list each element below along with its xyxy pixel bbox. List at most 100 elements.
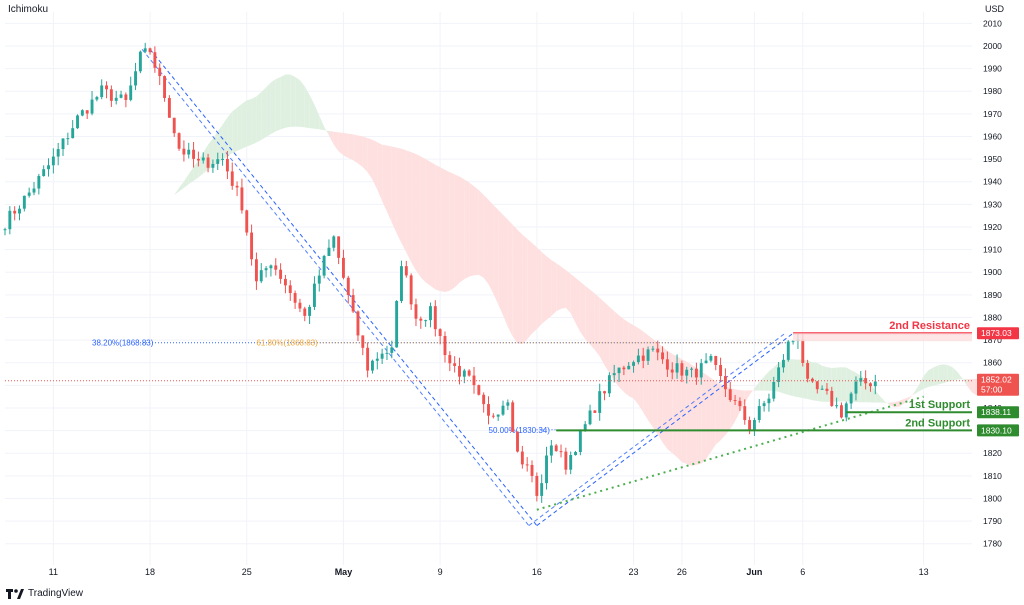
candle[interactable] — [37, 176, 41, 189]
candle[interactable] — [356, 311, 360, 336]
candle[interactable] — [820, 388, 824, 390]
current-price-badge[interactable] — [977, 373, 1019, 396]
candle[interactable] — [380, 353, 384, 359]
candle[interactable] — [554, 445, 558, 452]
candle[interactable] — [869, 383, 872, 387]
candle[interactable] — [76, 115, 79, 129]
fib-swing-line[interactable] — [536, 332, 794, 526]
candle[interactable] — [158, 67, 162, 77]
candle[interactable] — [752, 419, 756, 430]
candle[interactable] — [129, 85, 133, 100]
candle[interactable] — [612, 373, 616, 376]
price-level-badge[interactable] — [977, 327, 1019, 340]
candle[interactable] — [259, 270, 263, 282]
candle[interactable] — [351, 295, 355, 312]
candle[interactable] — [859, 378, 863, 382]
candle[interactable] — [66, 138, 70, 140]
price-level-badge[interactable] — [977, 406, 1019, 419]
candle[interactable] — [873, 381, 877, 387]
candle[interactable] — [864, 378, 868, 384]
candle[interactable] — [438, 329, 442, 337]
candle[interactable] — [230, 171, 234, 186]
candle[interactable] — [844, 403, 848, 418]
candle[interactable] — [216, 159, 220, 164]
candle[interactable] — [496, 414, 500, 417]
candle[interactable] — [511, 402, 515, 432]
candle[interactable] — [723, 376, 727, 390]
candle[interactable] — [849, 393, 853, 404]
candle[interactable] — [458, 365, 461, 377]
candle[interactable] — [385, 352, 389, 354]
candle[interactable] — [559, 451, 563, 453]
candle[interactable] — [134, 71, 137, 86]
candle[interactable] — [250, 232, 254, 260]
candle[interactable] — [607, 375, 611, 394]
candle[interactable] — [757, 406, 761, 420]
candle[interactable] — [27, 192, 31, 196]
candle[interactable] — [105, 85, 108, 90]
candle[interactable] — [341, 257, 345, 278]
candle[interactable] — [235, 185, 239, 188]
candle[interactable] — [47, 165, 50, 170]
candle[interactable] — [332, 236, 336, 248]
candle[interactable] — [525, 464, 529, 466]
candle[interactable] — [182, 148, 186, 155]
candle[interactable] — [801, 339, 805, 363]
candle[interactable] — [854, 381, 858, 394]
candle[interactable] — [810, 378, 814, 382]
candle[interactable] — [192, 149, 196, 159]
brand-watermark[interactable]: TradingView — [6, 588, 83, 599]
candle[interactable] — [177, 133, 181, 149]
candle[interactable] — [545, 455, 548, 484]
candle[interactable] — [366, 347, 370, 371]
candle[interactable] — [409, 275, 413, 305]
fib-swing-line[interactable] — [149, 49, 538, 526]
candle[interactable] — [627, 365, 631, 370]
candle[interactable] — [404, 266, 408, 276]
candle[interactable] — [22, 195, 26, 209]
candlestick-series[interactable] — [3, 42, 877, 503]
candle[interactable] — [530, 464, 534, 476]
candle[interactable] — [279, 269, 283, 279]
candle[interactable] — [786, 341, 790, 360]
time-axis[interactable]: 11 18 25 May 9 16 23 26 Jun 6 13 — [49, 567, 929, 577]
candle[interactable] — [225, 158, 229, 172]
candle[interactable] — [211, 163, 215, 168]
candle[interactable] — [699, 363, 703, 378]
candle[interactable] — [167, 97, 171, 118]
candle[interactable] — [148, 48, 152, 53]
candle[interactable] — [13, 210, 17, 214]
candle[interactable] — [680, 363, 684, 376]
candle[interactable] — [646, 349, 650, 361]
ascending-trend-line[interactable] — [536, 395, 924, 511]
candle[interactable] — [308, 306, 312, 316]
candle[interactable] — [124, 94, 128, 100]
candle[interactable] — [781, 359, 785, 368]
candle[interactable] — [327, 247, 331, 256]
candle[interactable] — [598, 391, 602, 413]
candle[interactable] — [487, 404, 490, 416]
candle[interactable] — [8, 210, 12, 230]
candle[interactable] — [743, 406, 747, 421]
candle[interactable] — [588, 410, 592, 425]
candle[interactable] — [298, 302, 302, 309]
candle[interactable] — [477, 385, 481, 395]
candle[interactable] — [685, 369, 689, 376]
candle[interactable] — [138, 51, 142, 72]
candle[interactable] — [85, 110, 89, 114]
support-resistance-levels[interactable]: 2nd Resistance 1st Support 2nd Support — [5, 320, 972, 511]
candle[interactable] — [61, 138, 65, 150]
candle[interactable] — [424, 320, 428, 322]
candle[interactable] — [670, 369, 674, 373]
candle[interactable] — [400, 266, 403, 301]
candle[interactable] — [453, 363, 457, 366]
candle[interactable] — [448, 355, 452, 364]
candle[interactable] — [293, 293, 297, 303]
candle[interactable] — [361, 335, 365, 348]
candle[interactable] — [163, 76, 167, 98]
candle[interactable] — [56, 149, 60, 157]
candle[interactable] — [767, 398, 771, 404]
candle[interactable] — [390, 347, 394, 353]
fib-channel-line[interactable] — [141, 49, 530, 526]
candle[interactable] — [815, 381, 819, 390]
